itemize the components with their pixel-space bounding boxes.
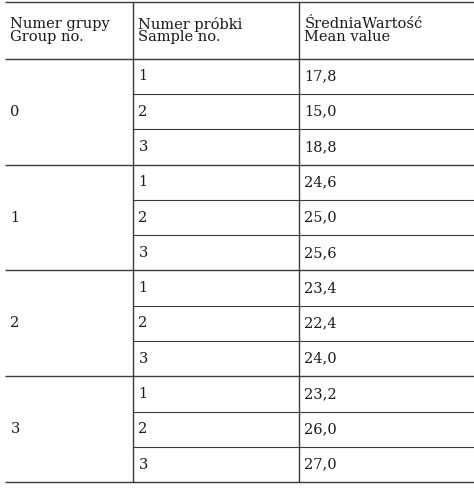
Text: 2: 2 — [10, 317, 20, 330]
Text: 2: 2 — [138, 211, 148, 224]
Text: 15,0: 15,0 — [304, 105, 337, 119]
Text: 0: 0 — [10, 105, 20, 119]
Text: 3: 3 — [138, 352, 148, 366]
Text: 1: 1 — [138, 175, 147, 189]
Text: 22,4: 22,4 — [304, 317, 337, 330]
Text: Numer grupy: Numer grupy — [10, 17, 110, 31]
Text: Numer próbki: Numer próbki — [138, 17, 243, 32]
Text: ŚredniaWartość: ŚredniaWartość — [304, 17, 422, 31]
Text: 1: 1 — [138, 387, 147, 401]
Text: 2: 2 — [138, 317, 148, 330]
Text: 1: 1 — [10, 211, 19, 224]
Text: 23,2: 23,2 — [304, 387, 337, 401]
Text: 3: 3 — [10, 422, 20, 436]
Text: 1: 1 — [138, 70, 147, 83]
Text: 2: 2 — [138, 105, 148, 119]
Text: 25,0: 25,0 — [304, 211, 337, 224]
Text: 1: 1 — [138, 281, 147, 295]
Text: 25,6: 25,6 — [304, 246, 337, 260]
Text: 24,6: 24,6 — [304, 175, 337, 189]
Text: 27,0: 27,0 — [304, 458, 337, 471]
Text: 17,8: 17,8 — [304, 70, 337, 83]
Text: Mean value: Mean value — [304, 30, 391, 44]
Text: 26,0: 26,0 — [304, 422, 337, 436]
Text: 3: 3 — [138, 246, 148, 260]
Text: Group no.: Group no. — [10, 30, 84, 44]
Text: 3: 3 — [138, 458, 148, 471]
Text: 3: 3 — [138, 140, 148, 154]
Text: 2: 2 — [138, 422, 148, 436]
Text: 23,4: 23,4 — [304, 281, 337, 295]
Text: Sample no.: Sample no. — [138, 30, 221, 44]
Text: 24,0: 24,0 — [304, 352, 337, 366]
Text: 18,8: 18,8 — [304, 140, 337, 154]
